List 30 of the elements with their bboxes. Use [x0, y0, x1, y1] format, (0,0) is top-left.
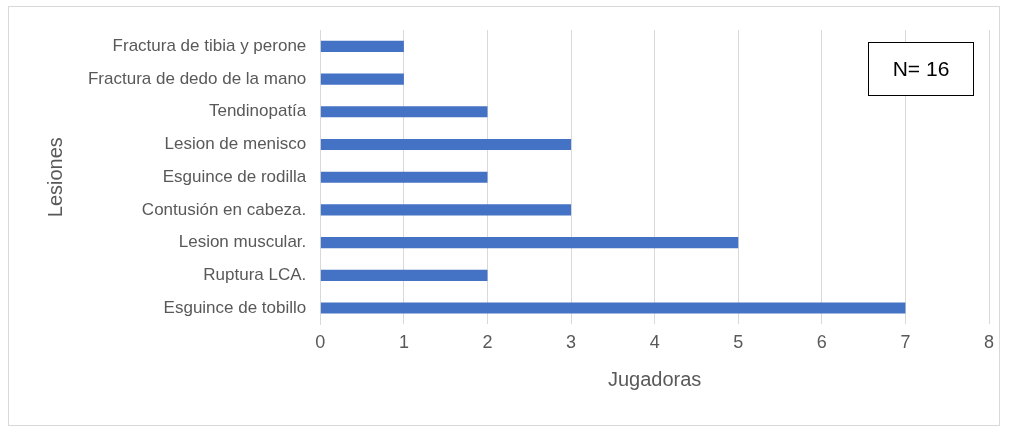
y-tick-label: Esguince de rodilla	[162, 166, 307, 186]
bar	[320, 138, 572, 151]
bar	[320, 40, 404, 52]
bar	[320, 302, 906, 314]
x-tick-label: 5	[733, 332, 744, 353]
bar	[320, 269, 488, 281]
y-tick-label: Lesion muscular.	[178, 232, 307, 252]
x-tick-label: 0	[315, 332, 326, 353]
bar	[320, 204, 572, 216]
annotation: N= 16	[868, 42, 974, 96]
bar	[320, 171, 488, 183]
x-tick-label: 8	[983, 332, 995, 353]
x-tick-label: 7	[900, 332, 911, 353]
bar	[320, 237, 739, 249]
x-tick-label: 2	[482, 332, 493, 353]
y-tick-label: Lesion de menisco	[164, 134, 307, 154]
y-tick-label: Ruptura LCA.	[203, 265, 307, 285]
x-tick-label: 4	[649, 332, 660, 353]
y-tick-label: Esguince de tobillo	[163, 297, 307, 317]
x-tick-label: 1	[398, 332, 409, 353]
bar	[320, 106, 488, 118]
x-tick-label: 6	[816, 332, 827, 353]
y-tick-label: Tendinopatía	[208, 101, 307, 121]
y-axis-title: Lesiones	[43, 137, 66, 218]
y-tick-label: Fractura de tibia y perone	[112, 36, 307, 56]
x-axis-title: Jugadoras	[607, 367, 702, 390]
y-tick-label: Contusión en cabeza.	[141, 199, 307, 219]
x-tick-label: 3	[566, 332, 577, 353]
y-tick-label: Fractura de dedo de la mano	[87, 68, 307, 88]
bar	[320, 73, 404, 85]
